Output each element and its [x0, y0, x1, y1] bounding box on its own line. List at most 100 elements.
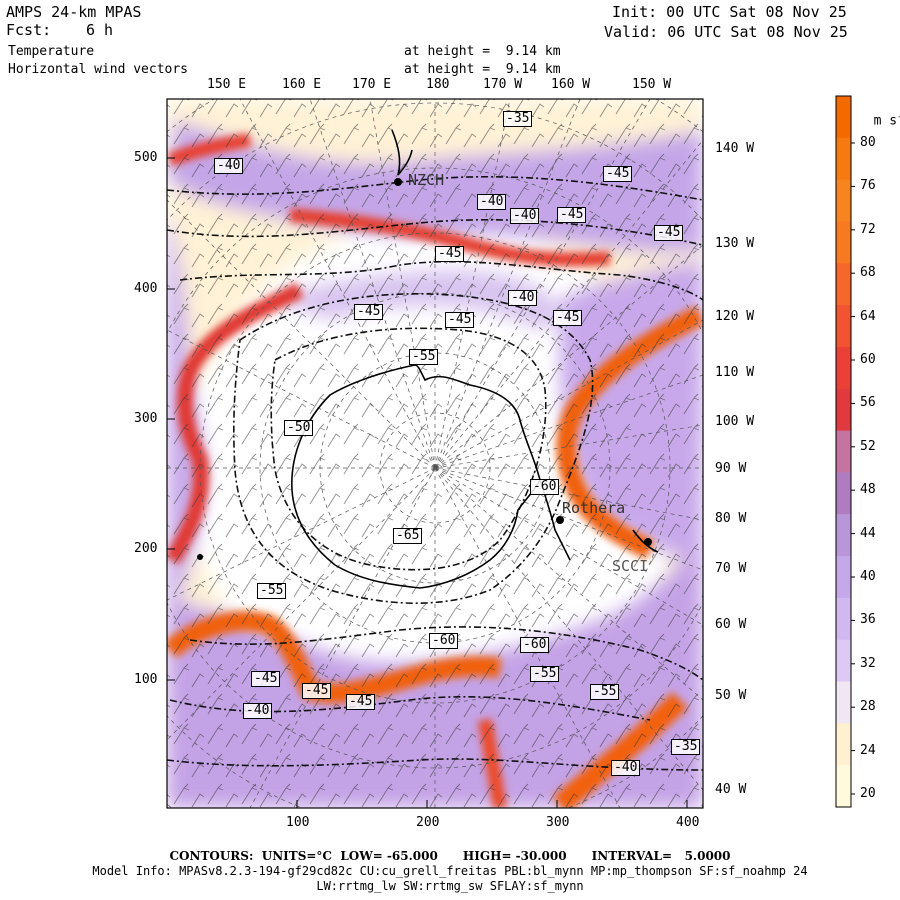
lon-label: 50 W	[715, 688, 747, 703]
y-tick-label: 200	[134, 541, 158, 556]
contour-label: -55	[590, 684, 620, 700]
contour-label: -55	[409, 349, 439, 365]
temperature-contours	[167, 175, 703, 771]
colorbar-label: 72	[860, 221, 876, 237]
init-time: Init: 00 UTC Sat 08 Nov 25	[612, 3, 847, 21]
field-temperature: Temperature	[8, 44, 95, 59]
colorbar-swatch	[836, 472, 851, 515]
contour-label: -45	[603, 166, 633, 182]
map-frame	[166, 98, 704, 809]
axis-ticks	[167, 157, 688, 808]
contour-label: -45	[251, 671, 281, 687]
station-marker-rothera	[556, 516, 564, 524]
contour-label: -55	[530, 666, 560, 682]
colorbar-label: 20	[860, 786, 876, 801]
colorbar-label: 52	[860, 438, 876, 454]
colorbar-label: 68	[860, 265, 876, 281]
y-tick-label: 100	[134, 672, 158, 687]
contour-label: -45	[302, 683, 332, 699]
x-tick-label: 200	[416, 815, 440, 830]
contour-label: -50	[284, 420, 314, 436]
contour-label: -45	[557, 207, 587, 223]
colorbar-label: 36	[860, 612, 876, 628]
colorbar-swatch	[836, 639, 851, 683]
colorbar-label: 60	[860, 352, 876, 367]
contour-info: CONTOURS: UNITS=°C LOW= -65.000 HIGH= -3…	[169, 849, 731, 863]
lon-label: 60 W	[715, 617, 747, 632]
lon-label: 40 W	[715, 782, 747, 797]
station-label-scci: SCCI	[612, 557, 649, 575]
contour-label: -65	[393, 528, 423, 544]
colorbar-label: 64	[860, 308, 876, 324]
contour-label: -40	[611, 760, 641, 776]
x-tick-label: 400	[676, 815, 700, 830]
contour-label: -40	[477, 194, 507, 210]
field-wind-vectors: Horizontal wind vectors	[8, 62, 189, 77]
colorbar-swatch	[836, 430, 851, 473]
colorbar-swatch	[836, 305, 851, 348]
colorbar-unit-exponent: -1	[897, 112, 900, 122]
lon-label: 80 W	[715, 511, 747, 526]
colorbar-swatch	[836, 597, 851, 641]
station-marker-dot	[197, 554, 203, 560]
colorbar-unit: m s-1	[858, 93, 900, 129]
contour-label: -45	[435, 246, 465, 262]
contour-label: -40	[243, 703, 273, 719]
colorbar-swatch	[836, 346, 851, 390]
lon-label: 150 E	[207, 77, 247, 92]
contour-label: -55	[257, 583, 287, 599]
model-info: Model Info: MPASv8.2.3-194-gf29cd82c CU:…	[92, 864, 808, 878]
contour-label: -60	[530, 479, 560, 495]
height-wind: at height = 9.14 km	[404, 62, 561, 77]
lon-label: 120 W	[715, 309, 755, 324]
forecast-label: Fcst:	[6, 21, 52, 39]
contour-label: -45	[654, 225, 684, 241]
lon-label: 100 W	[715, 414, 755, 429]
colorbar-swatch	[836, 514, 851, 557]
contour-label: -45	[445, 312, 475, 328]
colorbar-label: 40	[860, 569, 876, 584]
contour-label: -35	[503, 111, 533, 127]
colorbar	[835, 95, 855, 808]
colorbar-swatch	[836, 681, 851, 724]
lon-label: 160 E	[282, 77, 322, 92]
lon-label: 180	[426, 77, 450, 92]
colorbar-swatch	[836, 221, 851, 264]
x-tick-label: 100	[286, 815, 310, 830]
lon-label: 170 W	[483, 77, 523, 92]
contour-label: -45	[346, 694, 376, 710]
colorbar-label: 80	[860, 135, 876, 150]
station-label-nzch: NZCH	[408, 171, 445, 189]
y-tick-label: 400	[134, 281, 158, 296]
colorbar-swatch	[836, 179, 851, 222]
contour-label: -60	[429, 633, 459, 649]
colorbar-label: 48	[860, 482, 876, 498]
station-marker-scci	[644, 538, 652, 546]
colorbar-swatch	[836, 388, 851, 432]
y-tick-label: 300	[134, 411, 158, 426]
colorbar-label: 56	[860, 395, 876, 411]
contour-label: -40	[214, 158, 244, 174]
forecast-value: 6 h	[86, 21, 114, 39]
lon-label: 170 E	[352, 77, 392, 92]
colorbar-unit-text: m s	[873, 113, 898, 129]
contour-label: -45	[354, 304, 384, 320]
lon-label: 130 W	[715, 236, 755, 251]
valid-time: Valid: 06 UTC Sat 08 Nov 25	[604, 23, 848, 41]
lon-label: 140 W	[715, 141, 755, 156]
station-marker-nzch	[394, 178, 402, 186]
colorbar-label: 44	[860, 525, 876, 541]
colorbar-swatch	[836, 137, 851, 181]
contour-label: -45	[553, 310, 583, 326]
colorbar-frame	[835, 95, 852, 808]
contour-label: -35	[671, 739, 701, 755]
colorbar-swatch	[836, 556, 851, 599]
x-tick-label: 300	[546, 815, 570, 830]
contour-label: -40	[508, 290, 538, 306]
lon-label: 160 W	[551, 77, 591, 92]
colorbar-label: 76	[860, 178, 876, 194]
model-info-line2: LW:rrtmg_lw SW:rrtmg_sw SFLAY:sf_mynn	[316, 879, 584, 893]
lon-label: 90 W	[715, 461, 747, 476]
lon-label: 150 W	[632, 77, 672, 92]
